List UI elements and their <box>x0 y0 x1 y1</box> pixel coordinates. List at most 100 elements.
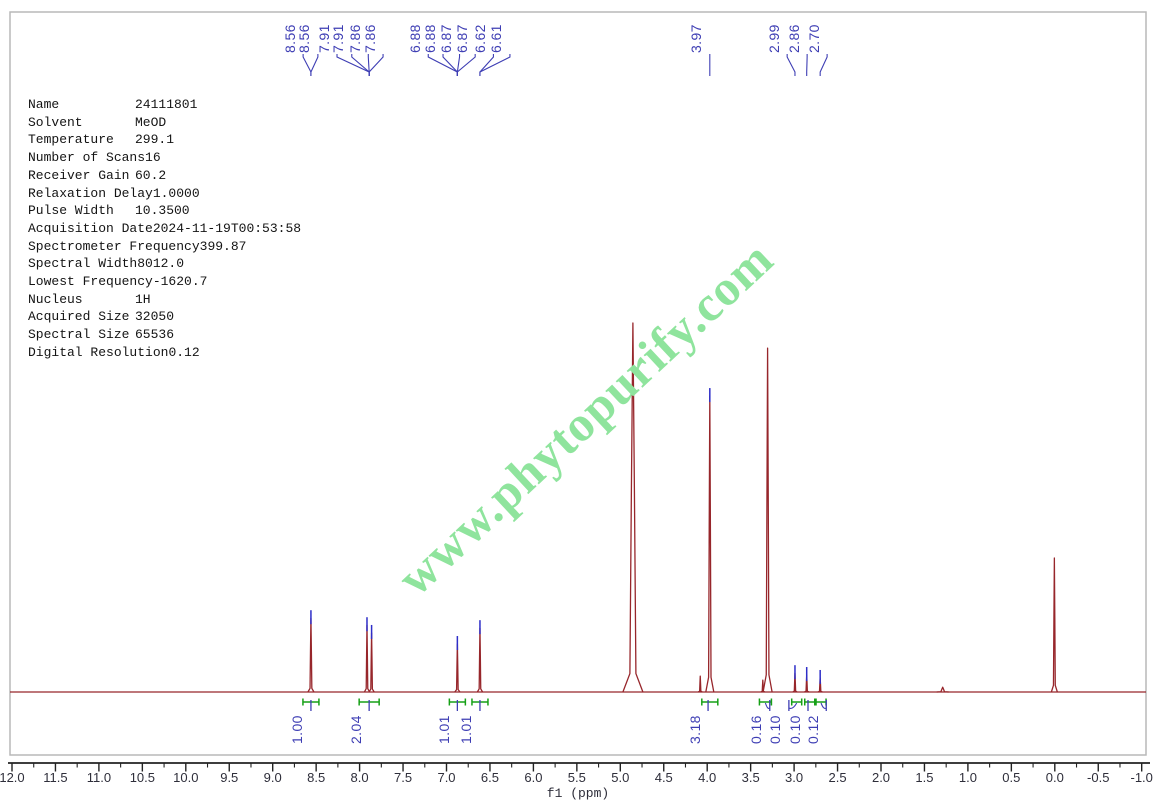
axis-tick-label: 5.5 <box>567 770 586 785</box>
plot-frame <box>9 11 1147 756</box>
axis-tick-label: 9.0 <box>263 770 282 785</box>
integral-value-label: 1.01 <box>435 715 452 744</box>
param-label: Acquired Size <box>28 309 130 325</box>
integral-value-label: 3.18 <box>686 715 703 744</box>
peak-label-connector <box>302 54 312 76</box>
peak-ppm-label: 2.99 <box>765 24 782 53</box>
integral-value-label: 0.10 <box>786 715 803 744</box>
param-label: Nucleus <box>28 291 83 307</box>
peak-ppm-label: 2.70 <box>805 24 822 53</box>
integral-connector <box>788 702 798 709</box>
param-row: Spectral Width 8012.0 <box>28 255 301 273</box>
peak-ppm-label: 7.86 <box>346 24 363 53</box>
param-value: 65536 <box>135 327 175 343</box>
param-label: Acquisition Date <box>28 220 153 236</box>
param-label: Lowest Frequency <box>28 274 153 290</box>
param-label: Spectrometer Frequency <box>28 238 200 254</box>
axis-tick-label: 3.0 <box>785 770 804 785</box>
param-label: Spectral Width <box>28 256 138 272</box>
integral-value-label: 1.00 <box>289 715 306 744</box>
peak-ppm-label: 6.61 <box>488 24 505 53</box>
param-value: 8012.0 <box>137 256 185 272</box>
param-row: Name 24111801 <box>28 96 301 114</box>
axis-tick-label: 11.5 <box>43 770 68 785</box>
axis-tick-label: 10.5 <box>129 770 155 785</box>
param-label: Name <box>28 97 60 112</box>
nmr-peak <box>363 624 371 693</box>
nmr-peak <box>476 627 484 693</box>
peak-label-connector <box>479 54 511 76</box>
axis-tick-label: 7.0 <box>437 770 456 785</box>
param-value: 1.0000 <box>152 185 200 201</box>
axis-tick-label: 9.5 <box>220 770 239 785</box>
axis-tick-label: 4.0 <box>698 770 717 785</box>
peak-ppm-label: 8.56 <box>281 24 298 53</box>
param-label: Pulse Width <box>28 203 114 219</box>
axis-tick-label: 12.0 <box>0 770 25 785</box>
peak-ppm-label: 3.97 <box>688 24 705 53</box>
param-value: 1H <box>135 291 151 307</box>
peak-label-connector <box>442 54 458 76</box>
axis-tick-label: 8.5 <box>307 770 326 785</box>
param-row: Spectrometer Frequency 399.87 <box>28 238 301 256</box>
param-row: Nucleus 1H <box>28 291 301 309</box>
param-row: Relaxation Delay 1.0000 <box>28 185 301 203</box>
peak-ppm-label: 6.87 <box>453 24 470 53</box>
nmr-peak <box>762 347 773 693</box>
param-row: Lowest Frequency -1620.7 <box>28 273 301 291</box>
nmr-peak <box>307 617 315 693</box>
peak-ppm-label: 6.62 <box>471 24 488 53</box>
peak-ppm-label: 6.88 <box>406 24 423 53</box>
param-value: MeOD <box>135 114 167 130</box>
axis-tick-label: -1.0 <box>1130 770 1153 785</box>
nmr-peak <box>936 686 949 693</box>
param-label: Temperature <box>28 132 114 148</box>
param-value: 299.1 <box>135 132 175 148</box>
param-row: Receiver Gain 60.2 <box>28 167 301 185</box>
axis-tick-label: -0.5 <box>1087 770 1110 785</box>
axis-tick-label: 0.0 <box>1045 770 1064 785</box>
param-value: 399.87 <box>199 238 247 254</box>
nmr-peak <box>705 395 715 693</box>
integral-connector <box>764 702 771 709</box>
param-value: 60.2 <box>135 167 167 183</box>
param-label: Spectral Size <box>28 327 130 343</box>
nmr-peak <box>368 632 375 693</box>
param-row: Pulse Width 10.3500 <box>28 202 301 220</box>
param-value: 0.12 <box>168 344 200 360</box>
nmr-peak <box>697 675 703 693</box>
peak-ppm-label: 7.86 <box>361 24 378 53</box>
param-row: Acquired Size 32050 <box>28 308 301 326</box>
param-label: Digital Resolution <box>28 344 169 360</box>
integral-value-label: 0.12 <box>804 715 821 744</box>
peak-label-connector <box>368 54 384 76</box>
param-value: 24111801 <box>135 97 198 112</box>
nmr-peak <box>622 322 644 693</box>
param-row: Number of Scans 16 <box>28 149 301 167</box>
axis-tick-label: 5.0 <box>611 770 630 785</box>
peak-ppm-label: 7.91 <box>315 24 332 53</box>
param-value: -1620.7 <box>152 274 208 290</box>
integral-value-label: 0.16 <box>748 715 765 744</box>
axis-tick-label: 1.5 <box>915 770 934 785</box>
param-row: Temperature 299.1 <box>28 131 301 149</box>
param-label: Solvent <box>28 114 83 130</box>
peak-ppm-label: 8.56 <box>296 24 313 53</box>
peak-label-connector <box>310 54 319 76</box>
integral-value-label: 1.01 <box>458 715 475 744</box>
param-row: Digital Resolution 0.12 <box>28 344 301 362</box>
peak-label-connector <box>456 54 476 76</box>
axis-tick-label: 2.5 <box>828 770 847 785</box>
peak-label-connector <box>786 54 796 76</box>
axis-tick-label: 2.0 <box>871 770 891 785</box>
peak-ppm-label: 7.91 <box>330 24 347 53</box>
param-label: Number of Scans <box>28 150 146 166</box>
axis-tick-label: 8.0 <box>350 770 369 785</box>
parameter-table: Name 24111801 Solvent MeOD Temperature 299.1 N… <box>28 96 301 362</box>
peak-label-connector <box>819 54 828 76</box>
integral-value-label: 0.10 <box>767 715 784 744</box>
param-label: Receiver Gain <box>28 167 130 183</box>
axis-tick-label: 6.5 <box>480 770 499 785</box>
